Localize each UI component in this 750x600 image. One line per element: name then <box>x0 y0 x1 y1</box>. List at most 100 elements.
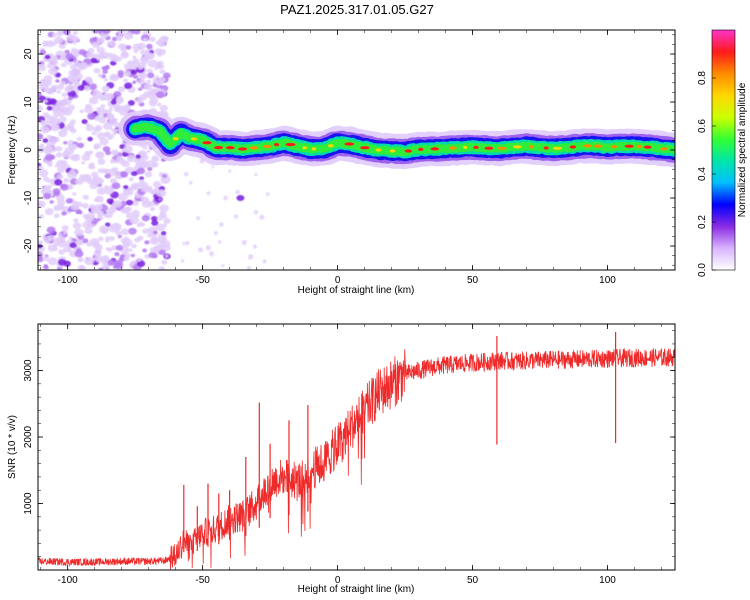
noise-blob <box>47 163 53 167</box>
noise-blob <box>50 41 57 46</box>
noise-blob <box>117 30 125 35</box>
noise-blob <box>103 77 109 82</box>
noise-blob <box>106 113 115 120</box>
noise-blob <box>151 220 159 226</box>
noise-blob <box>144 171 153 178</box>
colorbar-tick-label: 0.6 <box>697 119 708 133</box>
noise-blob <box>109 178 117 184</box>
noise-blob <box>144 240 150 245</box>
noise-blob <box>146 149 151 153</box>
noise-blob <box>139 179 145 184</box>
ridge-peak <box>238 147 248 151</box>
noise-blob <box>81 119 88 125</box>
noise-blob <box>82 173 92 182</box>
noise-blob <box>39 143 45 148</box>
noise-blob <box>43 43 47 48</box>
noise-blob <box>235 189 240 195</box>
noise-blob <box>163 218 171 224</box>
noise-blob <box>46 226 56 234</box>
x-tick-label: 50 <box>467 275 479 286</box>
noise-blob <box>133 50 138 54</box>
noise-blob <box>75 178 84 185</box>
noise-blob <box>138 87 143 91</box>
noise-blob <box>67 170 78 179</box>
noise-blob <box>147 59 158 68</box>
noise-blob <box>38 214 45 219</box>
colorbar-ticks: 0.0 0.2 0.4 0.6 0.8 <box>697 71 716 277</box>
noise-blob <box>209 251 215 257</box>
noise-blob <box>94 255 104 263</box>
noise-blob <box>105 238 110 243</box>
noise-blob <box>63 230 68 235</box>
colorbar-frame <box>711 29 736 271</box>
noise-blob <box>42 138 49 143</box>
noise-blob <box>38 240 44 245</box>
noise-blob <box>43 264 49 268</box>
noise-blob <box>44 54 51 60</box>
noise-blob <box>102 146 111 153</box>
noise-blob <box>72 222 82 230</box>
ridge-peak <box>660 147 668 151</box>
ridge-peak <box>430 147 440 151</box>
noise-blob <box>105 150 111 156</box>
snr-y-label: SNR (10 * v/v) <box>7 415 18 479</box>
noise-blob <box>49 200 54 204</box>
noise-blob <box>160 231 167 236</box>
noise-blob <box>109 236 115 241</box>
noise-blob <box>110 60 117 66</box>
spectrogram-x-axis: -100 -50 0 50 100 <box>40 30 662 286</box>
noise-blob <box>92 90 102 99</box>
noise-blob <box>77 264 86 270</box>
noise-blob <box>76 136 82 142</box>
noise-blob <box>66 34 77 42</box>
noise-blob <box>156 102 162 107</box>
noise-blob <box>134 237 141 243</box>
noise-blob <box>43 176 50 182</box>
noise-blob <box>63 30 71 36</box>
noise-blob <box>63 108 73 116</box>
noise-blob <box>100 227 109 234</box>
noise-blob <box>77 142 85 149</box>
noise-blob <box>120 171 128 178</box>
noise-blob <box>55 72 61 78</box>
noise-blob <box>159 211 164 215</box>
noise-blob <box>136 257 142 262</box>
colorbar-tick-label: 0.4 <box>697 167 708 181</box>
noise-blob <box>180 259 185 263</box>
noise-blob <box>137 260 146 267</box>
snr-x-label: Height of straight line (km) <box>298 584 415 595</box>
noise-blob <box>112 56 119 62</box>
noise-blob <box>81 203 89 209</box>
noise-blob <box>106 198 114 205</box>
noise-blob <box>109 158 116 164</box>
noise-blob <box>154 66 159 71</box>
noise-blob <box>112 200 122 208</box>
noise-blob <box>96 151 104 158</box>
noise-blob <box>139 94 148 101</box>
noise-blob <box>152 181 162 188</box>
noise-blob <box>153 230 158 235</box>
snr-plot-area <box>38 324 675 570</box>
noise-blob <box>132 55 137 60</box>
noise-blob <box>103 213 109 218</box>
noise-blob <box>57 198 66 206</box>
noise-blob <box>102 30 111 35</box>
noise-blob <box>112 131 117 136</box>
noise-blob <box>61 97 72 106</box>
noise-blob <box>131 209 140 217</box>
snr-y-axis: 1000 2000 3000 <box>23 330 675 557</box>
noise-blob <box>107 41 112 45</box>
chart-title: PAZ1.2025.317.01.05.G27 <box>280 2 434 17</box>
noise-blob <box>85 124 95 132</box>
noise-blob <box>44 145 53 153</box>
noise-blob <box>76 238 86 246</box>
noise-blob <box>140 49 147 55</box>
noise-blob <box>111 182 121 190</box>
noise-blob <box>139 72 148 79</box>
noise-blob <box>77 257 84 263</box>
noise-blob <box>137 78 146 85</box>
noise-blob <box>123 70 131 77</box>
noise-blob <box>54 179 63 186</box>
noise-blob <box>105 247 111 251</box>
noise-blob <box>63 141 68 145</box>
